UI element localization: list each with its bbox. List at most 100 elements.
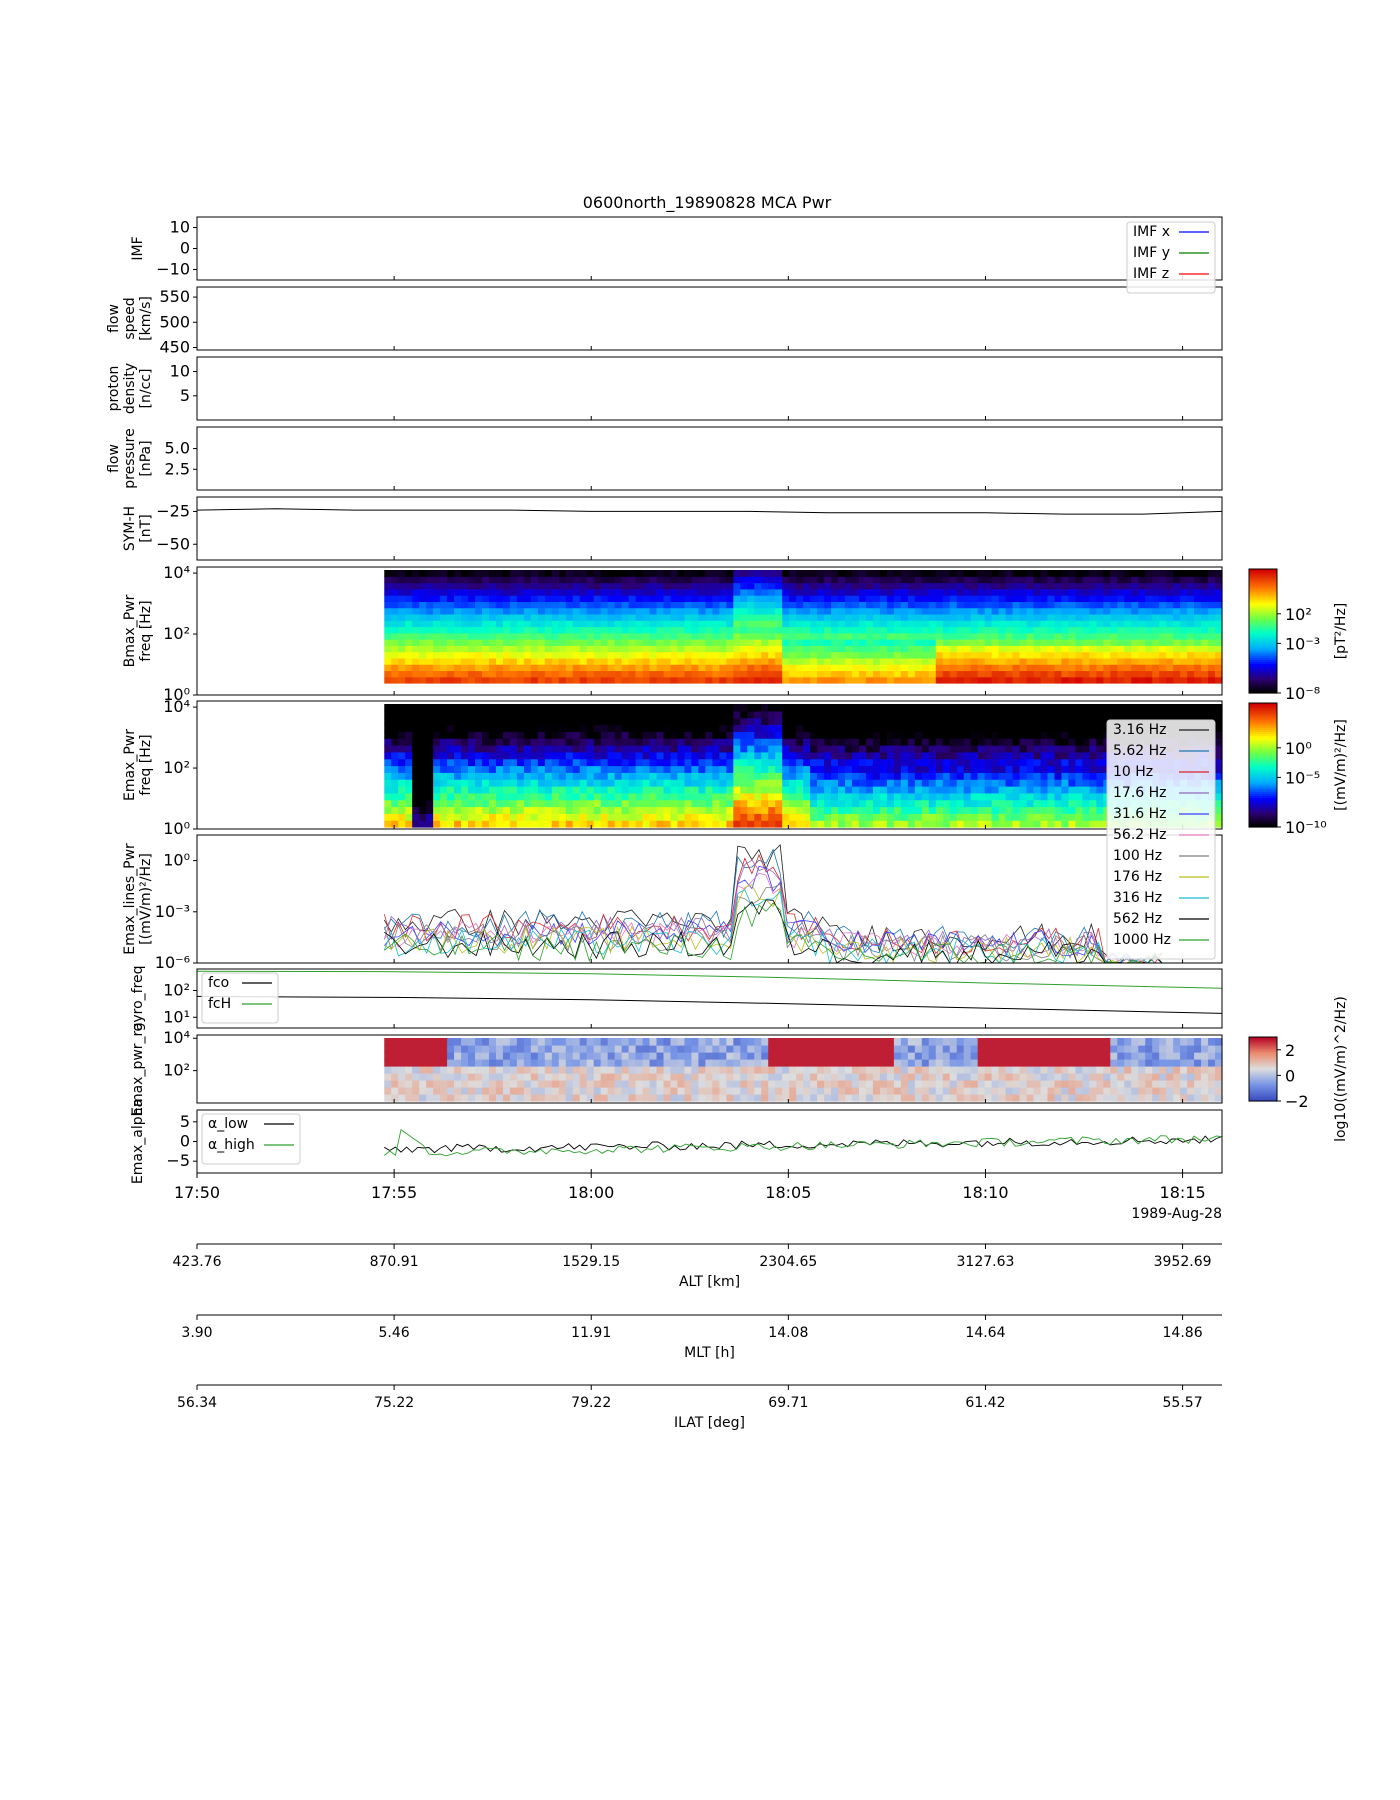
bmax-cell xyxy=(488,645,497,653)
emax-cell xyxy=(426,813,434,821)
bmax-cell xyxy=(845,570,853,577)
emax-cell xyxy=(817,799,825,808)
ratio-cell xyxy=(391,1052,399,1060)
ratio-cell xyxy=(740,1045,748,1053)
ratio-cell xyxy=(719,1059,727,1067)
emax-cell xyxy=(1068,813,1076,821)
emax-cell xyxy=(956,731,965,739)
emax-cell xyxy=(412,704,420,712)
emax-cell xyxy=(405,758,413,767)
bmax-cell xyxy=(1215,670,1223,678)
ratio-cell xyxy=(565,1052,574,1060)
chart-title: 0600north_19890828 MCA Pwr xyxy=(583,193,832,213)
emax-cell xyxy=(1061,772,1070,780)
ratio-cell xyxy=(537,1038,546,1046)
bmax-cell xyxy=(1117,588,1125,596)
emax-cell xyxy=(1040,779,1049,787)
emax-cell xyxy=(845,813,853,821)
emax-cell xyxy=(558,813,567,821)
bmax-cell xyxy=(970,588,979,596)
emax-cell xyxy=(412,820,420,828)
emax-cell xyxy=(684,724,693,732)
bmax-cell xyxy=(726,601,734,609)
bmax-cell xyxy=(1061,645,1070,653)
bmax-cell xyxy=(921,676,930,684)
emax-cell xyxy=(747,765,755,773)
emax-cell xyxy=(391,731,399,739)
bmax-cell xyxy=(419,664,427,672)
bmax-cell xyxy=(1061,570,1070,577)
bmax-cell xyxy=(461,632,469,640)
emax-cell xyxy=(768,792,776,801)
bmax-cell xyxy=(775,582,783,590)
emax-cell xyxy=(977,806,986,814)
ratio-cell xyxy=(565,1059,574,1067)
emax-cell xyxy=(1068,731,1076,739)
emax-cell xyxy=(879,724,888,732)
bmax-cell xyxy=(886,632,895,640)
bmax-cell xyxy=(530,670,539,678)
emax-cell xyxy=(712,806,720,814)
bmax-cell xyxy=(419,676,427,684)
ratio-cell xyxy=(677,1045,686,1053)
emax-cell xyxy=(530,704,539,712)
emax-cell xyxy=(782,820,790,828)
bmax-cell xyxy=(803,676,811,684)
bmax-cell xyxy=(712,632,720,640)
bmax-cell xyxy=(949,626,958,634)
bmax-cell xyxy=(949,588,958,596)
emax-cell xyxy=(900,758,909,767)
emax-cell xyxy=(482,799,490,808)
bmax-cell xyxy=(586,620,595,628)
bmax-cell xyxy=(1180,601,1188,609)
emax-cell xyxy=(796,765,804,773)
emax-cell xyxy=(628,779,637,787)
bmax-cell xyxy=(1201,676,1209,684)
emax-cell xyxy=(977,758,986,767)
ratio-cell xyxy=(509,1045,518,1053)
emax-cell xyxy=(900,717,909,726)
ratio-cell xyxy=(482,1080,490,1088)
bmax-cell xyxy=(1012,601,1021,609)
ratio-cell xyxy=(740,1066,748,1074)
emax-cell xyxy=(886,799,895,808)
emax-cell xyxy=(614,738,623,746)
bmax-cell xyxy=(649,651,658,659)
emax-cell xyxy=(482,792,490,801)
emax-cell xyxy=(886,745,895,753)
emax-cell xyxy=(447,820,455,828)
emax-cell xyxy=(956,758,965,767)
bmax-cell xyxy=(740,639,748,646)
ratio-cell xyxy=(544,1066,553,1074)
bmax-cell xyxy=(488,607,497,615)
bmax-cell xyxy=(558,595,567,602)
bmax-cell xyxy=(1019,626,1028,634)
bmax-cell xyxy=(900,588,909,596)
emax-cell xyxy=(691,820,700,828)
ratio-cell xyxy=(447,1038,455,1046)
emax-cell xyxy=(733,786,741,794)
ratio-cell xyxy=(712,1087,720,1095)
bmax-cell xyxy=(523,676,532,684)
emax-cell xyxy=(768,717,776,726)
ratio-cell xyxy=(607,1066,616,1074)
emax-cell xyxy=(705,786,713,794)
bmax-cell xyxy=(670,664,679,672)
emax-cell xyxy=(454,724,462,732)
emax-cell xyxy=(935,710,944,719)
bmax-cell xyxy=(586,595,595,602)
bmax-cell xyxy=(593,576,602,584)
ratio-cell xyxy=(858,1052,867,1060)
bmax-cell xyxy=(440,607,448,615)
bmax-cell xyxy=(468,676,476,684)
bmax-cell xyxy=(928,582,937,590)
emax-cell xyxy=(935,731,944,739)
emax-cell xyxy=(412,779,420,787)
bmax-cell xyxy=(914,651,923,659)
bmax-cell xyxy=(1103,613,1111,621)
bmax-cell xyxy=(551,582,560,590)
bmax-cell xyxy=(502,670,511,678)
ratio-cell xyxy=(468,1038,476,1046)
bmax-cell xyxy=(831,657,839,665)
emax-cell xyxy=(405,792,413,801)
